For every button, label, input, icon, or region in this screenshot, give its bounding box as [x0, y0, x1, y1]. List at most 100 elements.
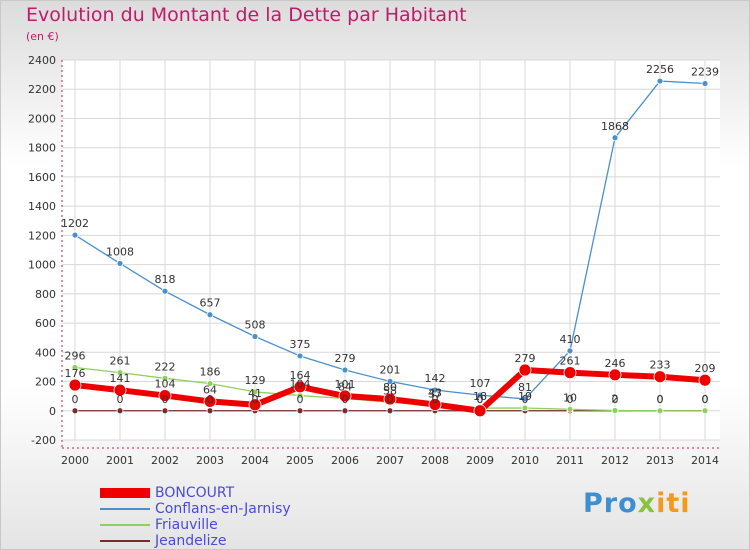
data-label: 18: [473, 390, 487, 403]
data-label: 0: [72, 393, 79, 406]
x-tick-label: 2001: [106, 454, 134, 467]
data-point: [611, 134, 619, 142]
data-label: 0: [297, 393, 304, 406]
data-point: [701, 407, 709, 415]
data-label: 657: [200, 297, 221, 310]
data-label: 2239: [691, 66, 719, 79]
data-label: 84: [338, 380, 352, 393]
data-label: 101: [335, 378, 356, 391]
y-tick-label: 0: [49, 405, 56, 418]
data-label: 246: [605, 357, 626, 370]
data-label: 818: [155, 273, 176, 286]
x-tick-label: 2009: [466, 454, 494, 467]
data-label: 279: [335, 352, 356, 365]
data-label: 186: [200, 366, 221, 379]
data-point: [116, 260, 124, 267]
data-label: 0: [657, 393, 664, 406]
data-point: [293, 380, 307, 394]
data-label: 0: [657, 393, 664, 406]
data-point: [206, 311, 214, 319]
logo-part-3: iti: [656, 488, 691, 519]
data-point: [158, 389, 172, 402]
data-label: 41: [248, 387, 262, 400]
y-tick-label: 1400: [28, 200, 56, 213]
data-label: 1868: [601, 120, 629, 133]
data-label: 81: [518, 381, 532, 394]
data-label: 375: [290, 338, 311, 351]
data-point: [656, 407, 664, 415]
data-point: [656, 77, 664, 85]
x-tick-label: 2014: [691, 454, 719, 467]
y-tick-label: 800: [35, 288, 56, 301]
y-tick-label: 2400: [28, 54, 56, 67]
y-tick-label: -200: [31, 434, 56, 447]
data-point: [566, 347, 574, 355]
data-label: 201: [380, 363, 401, 376]
data-label: 80: [383, 381, 397, 394]
data-point: [116, 369, 124, 377]
data-label: 0: [207, 393, 214, 406]
data-label: 1008: [106, 245, 134, 258]
data-point: [251, 333, 259, 340]
data-label: 142: [425, 372, 446, 385]
legend-swatch: [100, 540, 150, 542]
x-tick-label: 2006: [331, 454, 359, 467]
data-point: [386, 407, 394, 415]
logo-part-1: Pro: [583, 488, 638, 519]
data-point: [383, 392, 397, 406]
data-label: 0: [117, 393, 124, 406]
logo-part-2: x: [637, 488, 657, 519]
data-point: [563, 366, 577, 380]
legend: BONCOURT Conflans-en-Jarnisy Friauville Jea…: [100, 485, 360, 549]
data-point: [116, 407, 124, 415]
data-label: 58: [383, 384, 397, 397]
x-tick-label: 2008: [421, 454, 449, 467]
data-point: [71, 364, 79, 371]
data-point: [68, 378, 82, 392]
data-label: 129: [245, 374, 266, 387]
x-tick-label: 2005: [286, 454, 314, 467]
data-point: [338, 389, 352, 403]
legend-label: BONCOURT: [155, 485, 235, 501]
data-point: [113, 383, 127, 397]
data-point: [71, 231, 79, 239]
data-label: 0: [342, 393, 349, 406]
legend-swatch: [100, 524, 150, 526]
data-point: [296, 352, 304, 360]
y-tick-label: 2000: [28, 112, 56, 125]
data-point: [608, 368, 622, 382]
legend-label: Friauville: [155, 517, 218, 533]
x-tick-label: 2013: [646, 454, 674, 467]
data-point: [203, 395, 217, 408]
x-tick-label: 2007: [376, 454, 404, 467]
data-label: 222: [155, 360, 176, 373]
data-label: 0: [432, 393, 439, 406]
legend-item: BONCOURT: [100, 485, 360, 501]
x-tick-label: 2004: [241, 454, 269, 467]
y-tick-label: 1800: [28, 142, 56, 155]
data-label: 141: [110, 372, 131, 385]
data-label: 0: [567, 393, 574, 406]
x-tick-label: 2010: [511, 454, 539, 467]
y-tick-label: 400: [35, 346, 56, 359]
data-label: 410: [560, 333, 581, 346]
data-label: 0: [477, 393, 484, 406]
data-point: [161, 287, 169, 295]
data-label: 2256: [646, 63, 674, 76]
data-point: [428, 398, 442, 411]
data-point: [206, 380, 214, 387]
data-label: 104: [290, 378, 311, 391]
legend-swatch: [100, 508, 150, 510]
data-label: 279: [515, 352, 536, 365]
data-label: 233: [650, 359, 671, 372]
data-label: 296: [65, 350, 86, 363]
legend-item: Friauville: [100, 517, 360, 533]
x-tick-label: 2011: [556, 454, 584, 467]
legend-item: Jeandelize: [100, 533, 360, 549]
data-point: [473, 404, 487, 418]
data-point: [431, 386, 439, 394]
data-point: [698, 373, 712, 387]
data-label: 0: [387, 393, 394, 406]
legend-label: Conflans-en-Jarnisy: [155, 501, 291, 517]
x-tick-label: 2012: [601, 454, 629, 467]
